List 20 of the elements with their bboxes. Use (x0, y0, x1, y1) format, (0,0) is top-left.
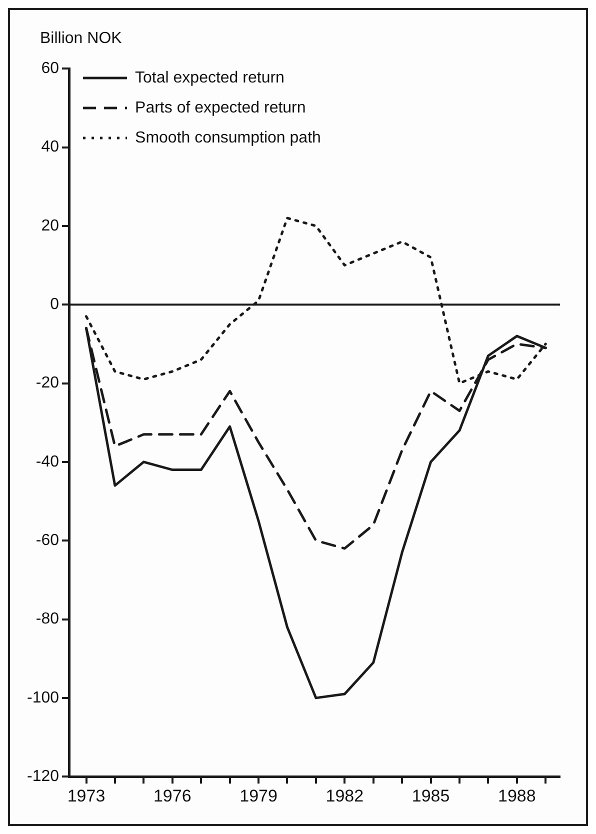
y-tick-label: 0 (50, 296, 60, 314)
y-tick-label: -80 (36, 610, 60, 628)
y-tick-label: 60 (41, 60, 60, 78)
y-tick-label: -60 (36, 532, 60, 550)
legend-label: Smooth consumption path (135, 129, 321, 146)
x-tick-label: 1988 (498, 786, 536, 806)
y-axis-title: Billion NOK (40, 30, 122, 48)
y-tick-label: -40 (36, 453, 60, 470)
y-tick-label: 40 (41, 138, 60, 156)
x-tick-label: 1979 (240, 786, 278, 806)
x-tick-label: 1985 (412, 786, 450, 806)
y-tick-label: -120 (26, 768, 60, 786)
legend-label: Parts of expected return (135, 99, 306, 116)
x-tick-label: 1973 (67, 786, 106, 806)
x-tick-label: 1976 (153, 786, 192, 806)
y-tick-label: -20 (36, 374, 60, 392)
y-tick-label: 20 (41, 217, 60, 234)
y-tick-label: -100 (26, 689, 60, 706)
x-tick-label: 1982 (326, 786, 364, 806)
legend-label: Total expected return (135, 69, 284, 86)
